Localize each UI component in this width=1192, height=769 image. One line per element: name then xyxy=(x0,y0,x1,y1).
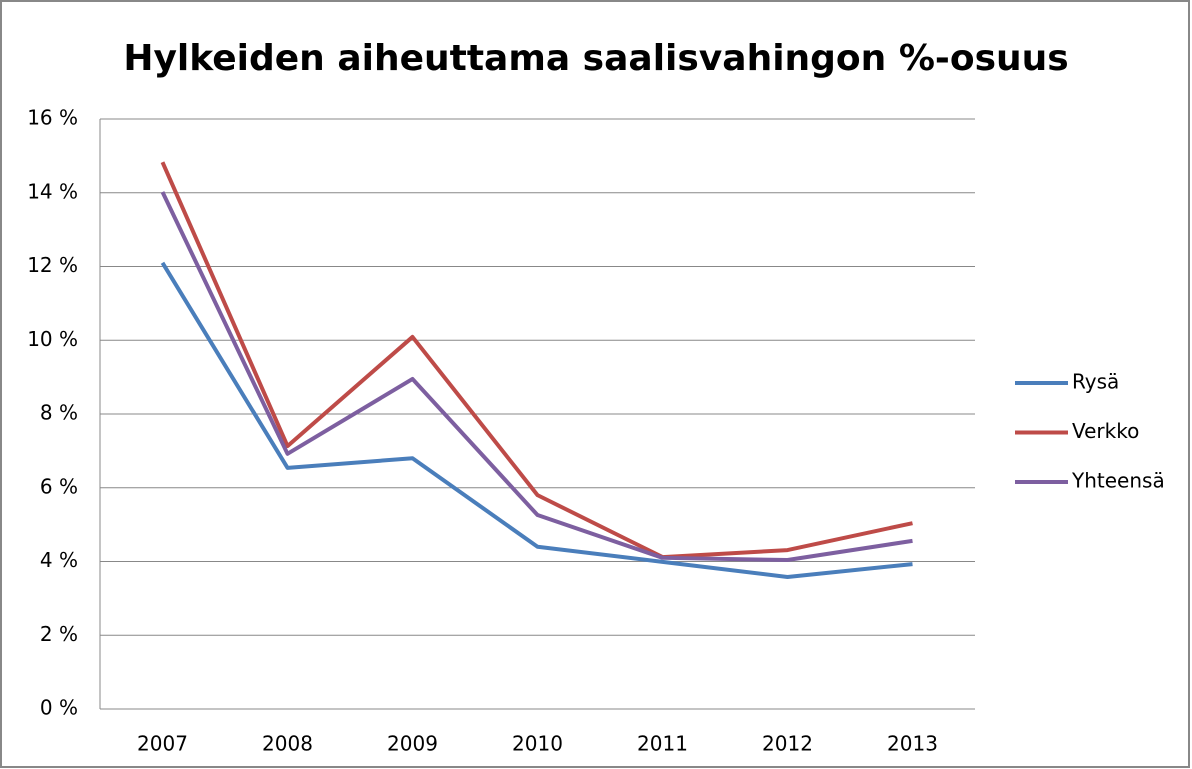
x-tick-label: 2013 xyxy=(887,732,938,756)
x-tick-label: 2008 xyxy=(262,732,313,756)
y-tick-label: 4 % xyxy=(40,548,78,572)
y-tick-label: 8 % xyxy=(40,401,78,425)
y-tick-label: 0 % xyxy=(40,696,78,720)
y-tick-label: 10 % xyxy=(27,327,78,351)
line-series xyxy=(160,261,913,579)
y-tick-label: 2 % xyxy=(40,622,78,646)
y-tick-label: 12 % xyxy=(27,253,78,277)
legend-label: Yhteensä xyxy=(1071,469,1165,493)
chart-title: Hylkeiden aiheuttama saalisvahingon %-os… xyxy=(123,38,1068,79)
legend-label: Rysä xyxy=(1072,370,1119,394)
line-series xyxy=(160,191,913,563)
y-tick-label: 6 % xyxy=(40,474,78,498)
line-series xyxy=(160,161,913,560)
legend-label: Verkko xyxy=(1072,419,1139,443)
x-tick-label: 2007 xyxy=(137,732,188,756)
y-tick-label: 14 % xyxy=(27,179,78,203)
x-tick-label: 2009 xyxy=(387,732,438,756)
x-tick-label: 2012 xyxy=(762,732,813,756)
x-tick-label: 2011 xyxy=(637,732,688,756)
x-tick-label: 2010 xyxy=(512,732,563,756)
y-tick-label: 16 % xyxy=(27,106,78,130)
